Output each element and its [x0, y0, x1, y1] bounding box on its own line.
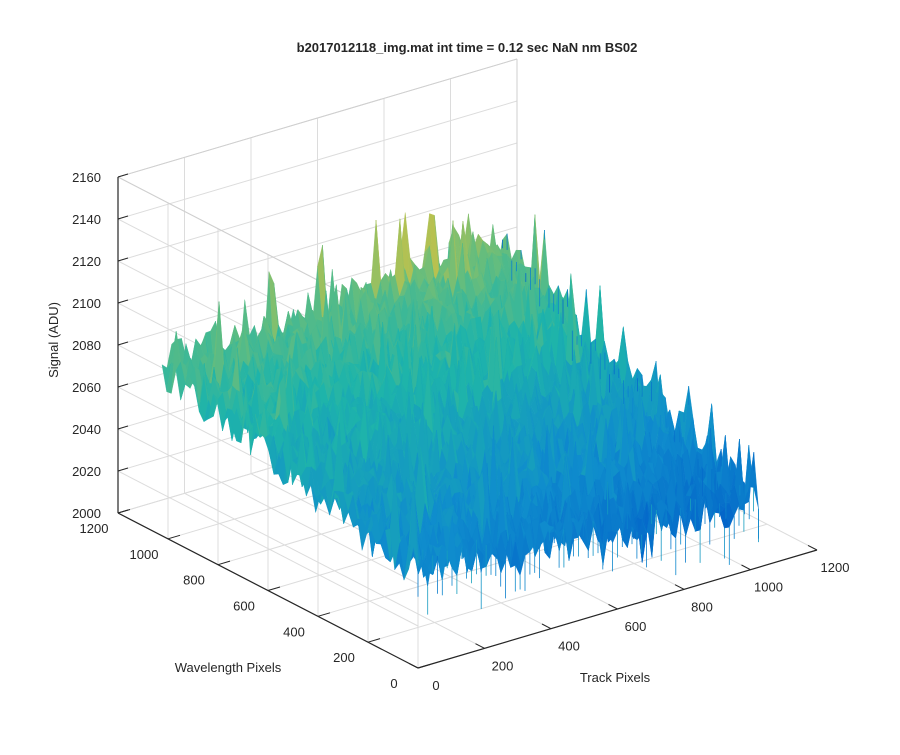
x-tick-label: 1000	[754, 580, 783, 595]
z-tick-label: 2160	[72, 170, 101, 185]
y-tick-label: 800	[183, 573, 205, 588]
z-tick-label: 2120	[72, 254, 101, 269]
x-tick	[807, 544, 818, 551]
z-tick-label: 2020	[72, 464, 101, 479]
z-tick-label: 2040	[72, 422, 101, 437]
z-tick	[117, 509, 129, 514]
grid-line	[117, 470, 419, 627]
y-tick	[367, 638, 381, 643]
x-tick	[408, 662, 419, 669]
z-tick-label: 2100	[72, 296, 101, 311]
y-tick	[217, 560, 231, 566]
z-tick-label: 2140	[72, 212, 101, 227]
surface-mesh	[161, 212, 759, 615]
y-axis-label: Wavelength Pixels	[175, 660, 282, 675]
y-tick	[267, 586, 281, 591]
x-tick-label: 0	[432, 678, 439, 693]
x-tick	[741, 564, 751, 571]
y-tick	[417, 664, 431, 669]
axes: 0 200 400 600 800 1000 1200 0 200 400 600 800 1000 12…	[72, 170, 849, 693]
z-tick	[117, 425, 129, 430]
z-axis-label: Signal (ADU)	[46, 302, 61, 378]
x-tick-label: 1200	[821, 560, 850, 575]
z-tick-label: 2000	[72, 506, 101, 521]
z-tick	[117, 215, 129, 220]
x-tick	[475, 643, 485, 649]
y-tick-label: 400	[283, 624, 305, 639]
y-tick	[317, 612, 331, 617]
x-tick-label: 600	[625, 619, 647, 634]
grid-line	[117, 142, 518, 262]
z-tick-label: 2060	[72, 380, 101, 395]
y-tick	[167, 534, 181, 540]
grid-line	[117, 428, 419, 585]
z-tick	[117, 173, 129, 178]
chart-title: b2017012118_img.mat int time = 0.12 sec …	[297, 40, 638, 55]
box-edge	[117, 58, 518, 178]
z-tick-label: 2080	[72, 338, 101, 353]
y-tick-label: 1000	[130, 547, 159, 562]
y-tick-label: 200	[333, 650, 355, 665]
z-tick	[117, 257, 129, 262]
x-tick-label: 800	[691, 599, 713, 614]
y-tick-label: 1200	[80, 521, 109, 536]
x-tick	[674, 584, 685, 590]
grid-line	[367, 523, 768, 643]
x-tick	[608, 603, 618, 610]
grid-line	[117, 100, 518, 220]
x-tick	[541, 623, 552, 630]
z-tick	[117, 467, 129, 472]
z-tick	[117, 299, 129, 304]
x-tick-label: 400	[558, 639, 580, 654]
z-tick	[117, 341, 129, 346]
y-tick-label: 0	[390, 676, 397, 691]
y-tick-label: 600	[233, 599, 255, 614]
x-tick-label: 200	[492, 658, 514, 673]
z-tick	[117, 383, 129, 388]
x-axis-label: Track Pixels	[580, 670, 651, 685]
grid-line	[117, 184, 518, 304]
